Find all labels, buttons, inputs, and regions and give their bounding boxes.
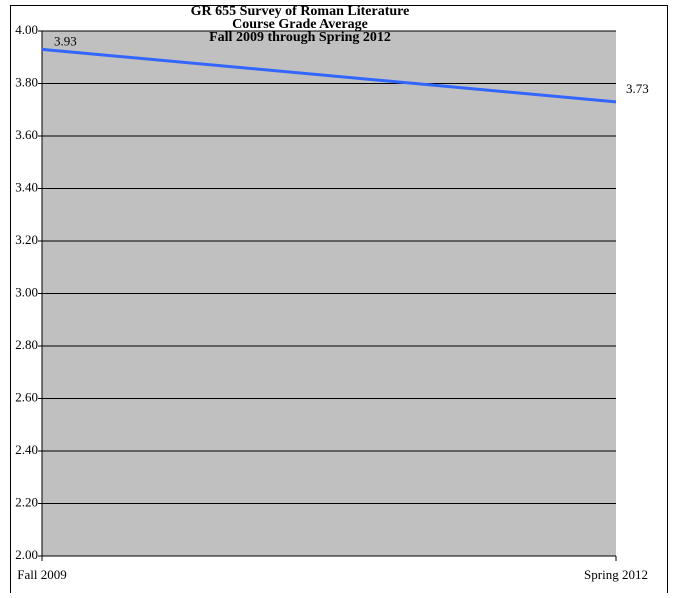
- y-tick-label: 2.20: [15, 494, 38, 509]
- y-tick-label: 3.00: [15, 284, 38, 299]
- y-tick-label: 3.20: [15, 232, 38, 247]
- data-label: 3.73: [626, 81, 649, 96]
- x-tick-label: Fall 2009: [17, 567, 66, 582]
- y-tick-label: 3.80: [15, 74, 38, 89]
- y-tick-label: 2.00: [15, 547, 38, 562]
- y-tick-label: 2.40: [15, 442, 38, 457]
- chart-title: GR 655 Survey of Roman Literature: [191, 4, 410, 19]
- y-tick-label: 3.40: [15, 179, 38, 194]
- x-tick-label: Spring 2012: [584, 567, 648, 582]
- y-tick-label: 2.80: [15, 337, 38, 352]
- data-label: 3.93: [54, 33, 77, 48]
- y-tick-label: 3.60: [15, 127, 38, 142]
- chart-title: Fall 2009 through Spring 2012: [209, 30, 391, 45]
- chart-title: Course Grade Average: [232, 17, 368, 32]
- y-tick-label: 4.00: [15, 22, 38, 37]
- y-tick-label: 2.60: [15, 389, 38, 404]
- line: [41, 47, 617, 104]
